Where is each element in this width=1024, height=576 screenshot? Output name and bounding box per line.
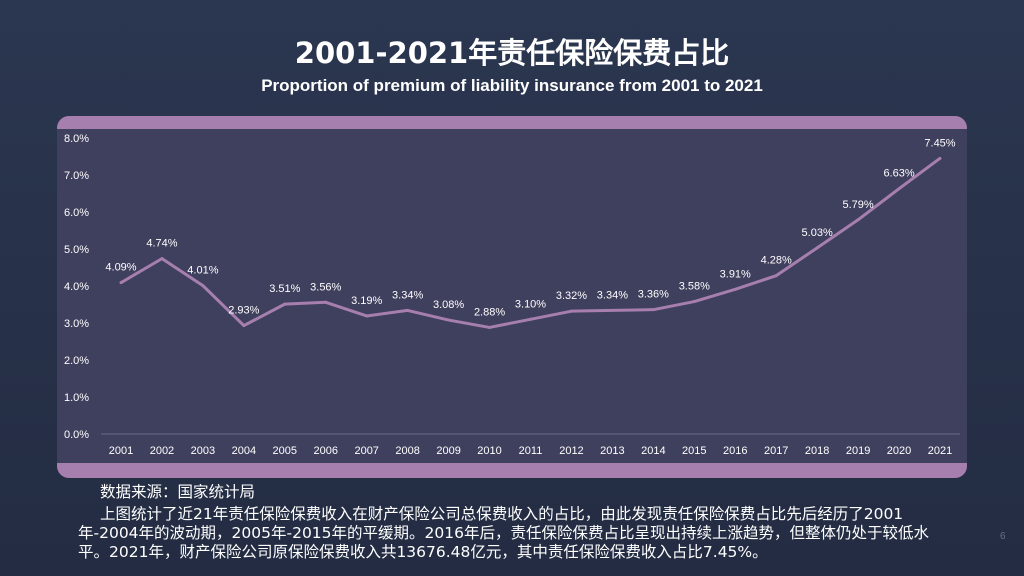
x-tick-label: 2002 xyxy=(150,445,174,457)
data-point xyxy=(160,257,164,261)
y-tick-label: 7.0% xyxy=(64,170,89,182)
data-label: 3.34% xyxy=(392,289,423,301)
x-tick-label: 2019 xyxy=(846,445,870,457)
data-label: 5.03% xyxy=(802,227,833,239)
x-tick-label: 2003 xyxy=(191,445,215,457)
y-tick-label: 5.0% xyxy=(64,244,89,256)
data-point xyxy=(692,300,696,304)
data-label: 3.36% xyxy=(638,289,669,301)
data-point xyxy=(897,187,901,191)
x-tick-label: 2006 xyxy=(314,445,338,457)
data-point xyxy=(529,317,532,321)
x-tick-label: 2020 xyxy=(887,445,911,457)
data-label: 3.08% xyxy=(433,299,464,311)
data-label: 4.01% xyxy=(187,265,218,277)
x-tick-label: 2011 xyxy=(519,445,543,457)
data-label: 3.34% xyxy=(597,289,628,301)
data-point xyxy=(201,284,205,288)
data-label: 3.56% xyxy=(310,281,341,293)
y-tick-label: 8.0% xyxy=(64,133,89,145)
data-point xyxy=(856,218,860,222)
panel-top-bar xyxy=(57,116,967,129)
x-tick-label: 2018 xyxy=(805,445,829,457)
x-tick-label: 2004 xyxy=(232,445,256,457)
y-tick-label: 3.0% xyxy=(64,318,89,330)
slide-title: 2001-2021年责任保险保费占比 xyxy=(294,36,730,70)
data-label: 2.88% xyxy=(474,306,505,318)
data-point xyxy=(733,287,737,291)
y-tick-label: 1.0% xyxy=(64,392,89,404)
y-tick-label: 4.0% xyxy=(64,281,89,293)
data-point xyxy=(324,300,328,304)
y-tick-label: 6.0% xyxy=(64,207,89,219)
x-tick-label: 2010 xyxy=(477,445,501,457)
data-label: 4.28% xyxy=(761,255,792,267)
data-label: 6.63% xyxy=(883,168,914,180)
data-label: 5.79% xyxy=(842,199,873,211)
data-label: 3.19% xyxy=(351,295,382,307)
x-tick-label: 2009 xyxy=(436,445,460,457)
description-text: 上图统计了近21年责任保险保费收入在财产保险公司总保费收入的占比，由此发现责任保… xyxy=(78,505,929,561)
data-point xyxy=(365,314,369,318)
x-tick-label: 2015 xyxy=(682,445,706,457)
data-label: 2.93% xyxy=(228,305,259,317)
line-chart: 0.0% 1.0% 2.0% 3.0% 4.0% 5.0% 6.0% 7.0% 8.0% 2001… xyxy=(64,133,960,457)
data-point xyxy=(569,309,573,313)
data-point xyxy=(610,308,614,312)
data-label: 3.32% xyxy=(556,290,587,302)
data-point xyxy=(488,325,492,329)
data-label: 3.51% xyxy=(269,283,300,295)
x-tick-label: 2014 xyxy=(641,445,665,457)
x-tick-label: 2013 xyxy=(600,445,624,457)
data-label: 4.74% xyxy=(146,238,177,250)
data-point xyxy=(774,274,778,278)
x-tick-label: 2008 xyxy=(395,445,419,457)
chart-panel: 0.0% 1.0% 2.0% 3.0% 4.0% 5.0% 6.0% 7.0% 8.0% 2001… xyxy=(57,116,967,478)
panel-bottom-bar xyxy=(57,463,967,478)
data-point xyxy=(815,246,819,250)
data-point xyxy=(447,318,451,322)
x-tick-label: 2007 xyxy=(354,445,378,457)
y-tick-label: 2.0% xyxy=(64,355,89,367)
page-number: 6 xyxy=(1000,531,1006,542)
x-tick-label: 2012 xyxy=(559,445,583,457)
data-label: 3.91% xyxy=(720,268,751,280)
x-tick-label: 2021 xyxy=(928,445,952,457)
data-point xyxy=(119,281,123,285)
x-tick-label: 2016 xyxy=(723,445,747,457)
data-point xyxy=(283,302,287,306)
slide-subtitle: Proportion of premium of liability insur… xyxy=(261,76,763,95)
x-tick-label: 2001 xyxy=(109,445,133,457)
x-tick-label: 2017 xyxy=(764,445,788,457)
y-tick-label: 0.0% xyxy=(64,429,89,441)
data-label: 3.58% xyxy=(679,281,710,293)
data-point xyxy=(406,308,410,312)
data-point xyxy=(651,308,655,312)
x-tick-label: 2005 xyxy=(273,445,297,457)
data-label: 3.10% xyxy=(515,298,546,310)
data-source: 数据来源：国家统计局 xyxy=(100,483,256,501)
data-label: 4.09% xyxy=(105,262,136,274)
data-label: 7.45% xyxy=(924,137,955,149)
data-point xyxy=(938,156,942,160)
data-point xyxy=(242,324,246,328)
